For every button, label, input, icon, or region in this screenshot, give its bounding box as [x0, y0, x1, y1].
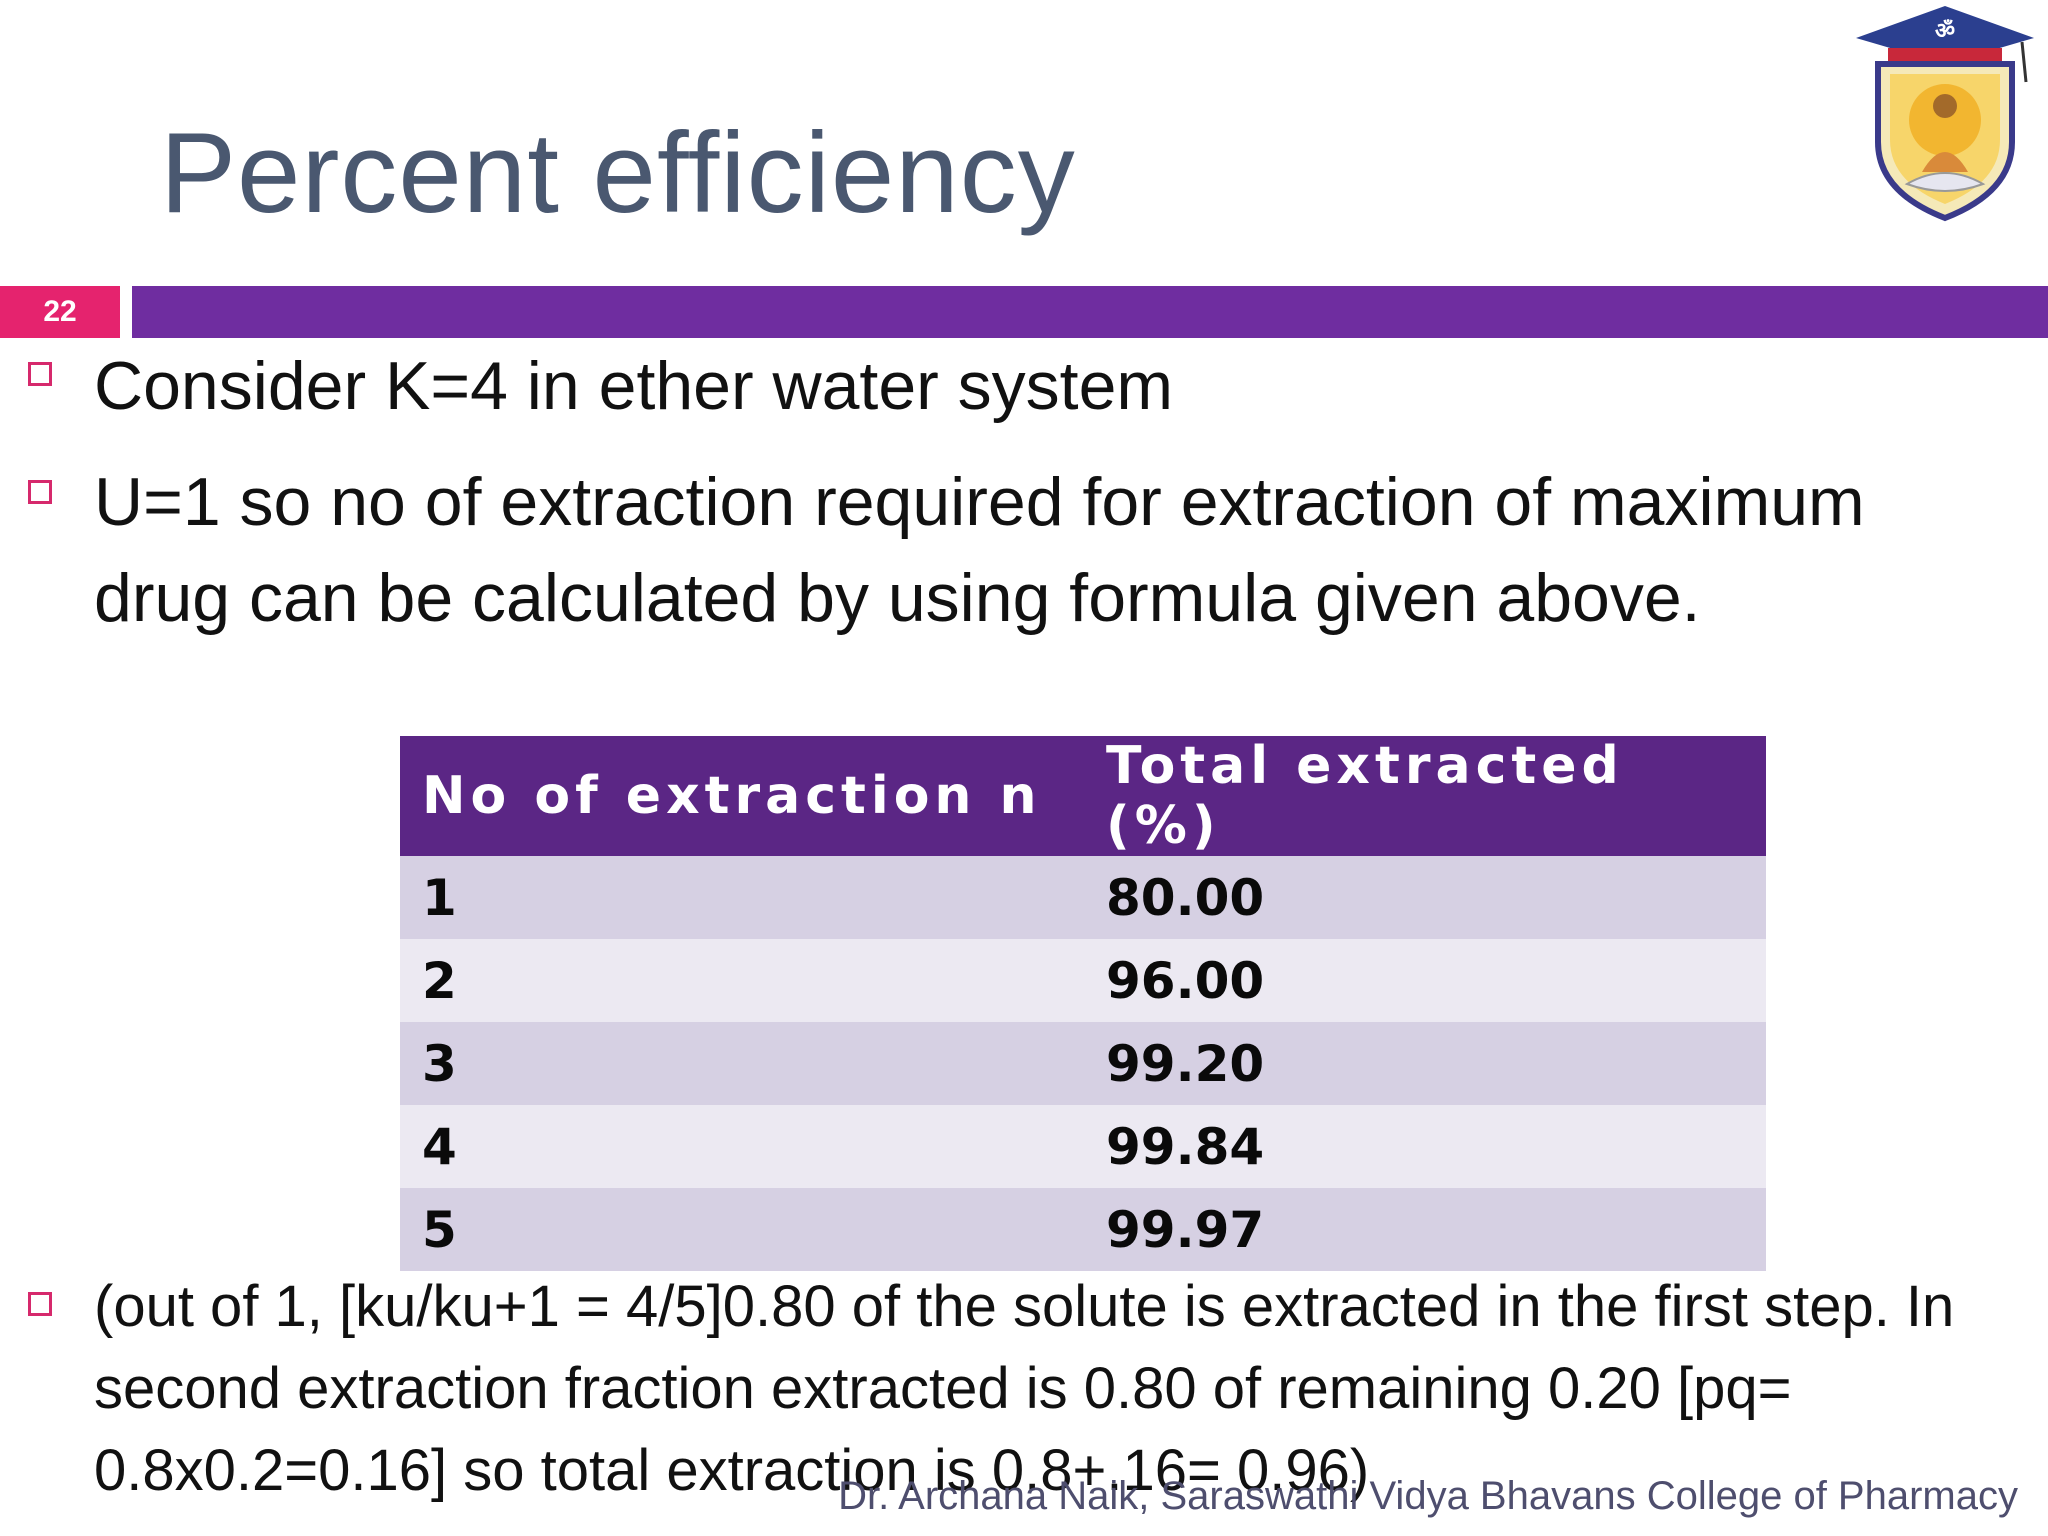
cell-extraction-number: 3	[400, 1022, 1084, 1105]
cell-total-extracted: 80.00	[1084, 856, 1766, 939]
bullet-square-icon	[28, 480, 52, 504]
accent-bar	[132, 286, 2048, 338]
extraction-table: No of extraction n Total extracted (%) 1…	[400, 736, 1766, 1271]
column-header: Total extracted (%)	[1084, 736, 1766, 856]
table-row: 1 80.00	[400, 856, 1766, 939]
table-row: 3 99.20	[400, 1022, 1766, 1105]
cell-extraction-number: 4	[400, 1105, 1084, 1188]
table-row: 5 99.97	[400, 1188, 1766, 1271]
bullet-text: U=1 so no of extraction required for ext…	[94, 464, 1865, 636]
column-header: No of extraction n	[400, 736, 1084, 856]
cell-total-extracted: 99.20	[1084, 1022, 1766, 1105]
slide-title: Percent efficiency	[160, 110, 1076, 237]
cell-extraction-number: 2	[400, 939, 1084, 1022]
cell-extraction-number: 5	[400, 1188, 1084, 1271]
table-header-row: No of extraction n Total extracted (%)	[400, 736, 1766, 856]
table-row: 4 99.84	[400, 1105, 1766, 1188]
cell-total-extracted: 96.00	[1084, 939, 1766, 1022]
cell-total-extracted: 99.84	[1084, 1105, 1766, 1188]
cell-extraction-number: 1	[400, 856, 1084, 939]
bullet-text: Consider K=4 in ether water system	[94, 348, 1174, 424]
cell-total-extracted: 99.97	[1084, 1188, 1766, 1271]
college-crest-logo-icon: ॐ	[1856, 6, 2034, 222]
bullet-text: (out of 1, [ku/ku+1 = 4/5]0.80 of the so…	[94, 1274, 1955, 1503]
bullet-square-icon	[28, 1292, 52, 1316]
footer-credit: Dr. Archana Naik, Saraswathi Vidya Bhava…	[838, 1474, 2018, 1518]
table-row: 2 96.00	[400, 939, 1766, 1022]
svg-text:ॐ: ॐ	[1935, 19, 1955, 44]
slide-number: 22	[0, 286, 120, 338]
bullet-square-icon	[28, 362, 52, 386]
